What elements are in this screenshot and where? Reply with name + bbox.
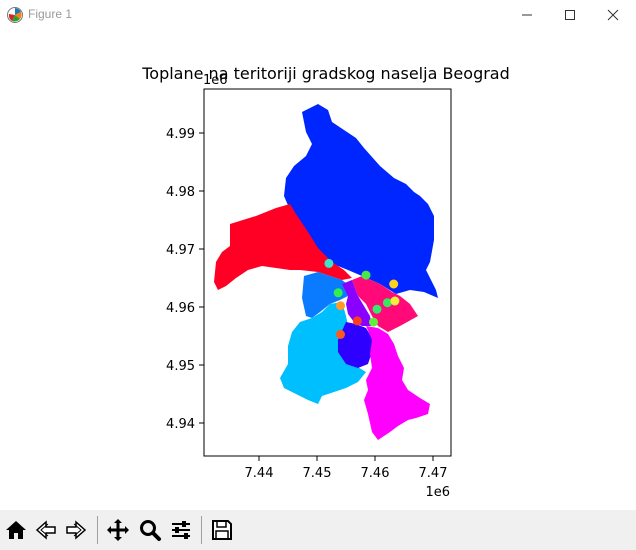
configure-subplots-button[interactable] bbox=[167, 515, 195, 545]
x-axis: 7.44 7.45 7.46 7.47 1e6 bbox=[245, 456, 450, 500]
y-tick-label: 4.96 bbox=[166, 301, 195, 316]
y-tick-label: 4.98 bbox=[166, 185, 195, 200]
x-tick-label: 7.45 bbox=[303, 466, 332, 481]
region-center-blue bbox=[302, 272, 350, 318]
heating-plant-point bbox=[372, 304, 382, 314]
x-tick-label: 7.44 bbox=[245, 466, 274, 481]
maximize-button[interactable] bbox=[547, 0, 593, 30]
pan-button[interactable] bbox=[104, 515, 132, 545]
configure-icon bbox=[172, 521, 190, 539]
close-button[interactable] bbox=[590, 0, 636, 30]
back-button[interactable] bbox=[32, 515, 60, 545]
forward-icon bbox=[66, 520, 87, 540]
region-north bbox=[284, 104, 438, 298]
heating-plant-point bbox=[361, 270, 371, 280]
toolbar-separator bbox=[97, 516, 98, 544]
heating-plant-point bbox=[389, 279, 399, 289]
zoom-icon bbox=[140, 520, 161, 541]
zoom-button[interactable] bbox=[136, 515, 164, 545]
maximize-icon bbox=[565, 10, 575, 20]
heating-plant-point bbox=[352, 316, 362, 326]
minimize-icon bbox=[522, 14, 532, 16]
heating-plant-point bbox=[369, 317, 378, 327]
forward-button[interactable] bbox=[62, 515, 90, 545]
map-regions bbox=[214, 104, 438, 440]
save-icon bbox=[212, 520, 232, 540]
figure-canvas[interactable]: Toplane na teritoriji gradskog naselja B… bbox=[0, 30, 636, 510]
scatter-points bbox=[324, 258, 400, 339]
heating-plant-point bbox=[324, 258, 334, 268]
back-icon bbox=[35, 520, 56, 540]
heating-plant-point bbox=[390, 296, 400, 306]
figure-title: Toplane na teritoriji gradskog naselja B… bbox=[141, 64, 510, 83]
save-button[interactable] bbox=[208, 515, 236, 545]
y-tick-label: 4.97 bbox=[166, 243, 195, 258]
heating-plant-point bbox=[382, 298, 392, 308]
heating-plant-point bbox=[333, 288, 343, 298]
home-icon bbox=[6, 521, 26, 539]
x-tick-label: 7.47 bbox=[419, 466, 448, 481]
y-tick-label: 4.99 bbox=[166, 127, 195, 142]
heating-plant-point bbox=[336, 329, 345, 339]
close-icon bbox=[607, 9, 619, 21]
y-tick-label: 4.94 bbox=[166, 417, 195, 432]
matplotlib-logo-icon bbox=[6, 6, 24, 24]
y-axis: 4.99 4.98 4.97 4.96 4.95 4.94 1e6 bbox=[166, 73, 228, 432]
minimize-button[interactable] bbox=[504, 0, 550, 30]
region-southeast bbox=[364, 326, 430, 440]
navigation-toolbar bbox=[0, 510, 636, 550]
y-tick-label: 4.95 bbox=[166, 359, 195, 374]
x-offset-label: 1e6 bbox=[425, 485, 450, 500]
y-offset-label: 1e6 bbox=[203, 73, 228, 88]
region-center-violet bbox=[342, 280, 372, 326]
region-west bbox=[214, 204, 352, 290]
toolbar-separator bbox=[201, 516, 202, 544]
heating-plant-point bbox=[336, 301, 345, 311]
home-button[interactable] bbox=[2, 515, 30, 545]
pan-icon bbox=[107, 519, 129, 541]
region-south-dark bbox=[338, 322, 372, 368]
window-title: Figure 1 bbox=[28, 7, 73, 21]
x-tick-label: 7.46 bbox=[361, 466, 390, 481]
window-titlebar: Figure 1 bbox=[0, 0, 636, 30]
